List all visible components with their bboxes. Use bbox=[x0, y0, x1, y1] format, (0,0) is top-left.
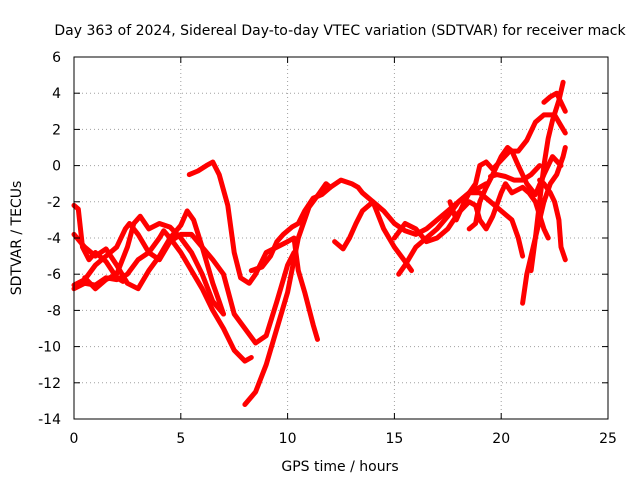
series-arc10 bbox=[396, 190, 526, 277]
series-arc5 bbox=[82, 213, 226, 317]
series-arc11 bbox=[391, 181, 551, 245]
x-tick-label: 25 bbox=[599, 431, 617, 447]
series-arc6 bbox=[186, 159, 320, 342]
y-tick-label: -4 bbox=[47, 231, 61, 247]
y-tick-label: -2 bbox=[47, 195, 61, 211]
y-tick-label: -8 bbox=[47, 303, 61, 319]
series-arc14 bbox=[520, 145, 568, 306]
y-tick-label: -14 bbox=[38, 412, 61, 428]
series-arc3 bbox=[71, 221, 297, 346]
series-arc16 bbox=[537, 177, 568, 263]
data-series-layer bbox=[71, 79, 568, 407]
series-arc9 bbox=[332, 181, 489, 252]
x-tick-label: 10 bbox=[279, 431, 297, 447]
x-tick-label: 15 bbox=[385, 431, 403, 447]
series-arc18 bbox=[541, 90, 568, 114]
y-tick-label: 2 bbox=[52, 122, 61, 138]
y-tick-label: 0 bbox=[52, 159, 61, 175]
x-tick-label: 0 bbox=[70, 431, 79, 447]
grid-lines bbox=[74, 57, 608, 419]
y-axis-label: SDTVAR / TECUs bbox=[9, 181, 25, 296]
x-tick-label: 5 bbox=[176, 431, 185, 447]
series-arc17 bbox=[488, 163, 543, 183]
y-tick-label: -12 bbox=[38, 376, 61, 392]
y-tick-label: -6 bbox=[47, 267, 61, 283]
series-arc15 bbox=[528, 79, 566, 274]
x-tick-label: 20 bbox=[492, 431, 510, 447]
chart-title: Day 363 of 2024, Sidereal Day-to-day VTE… bbox=[54, 23, 626, 39]
x-axis-label: GPS time / hours bbox=[281, 459, 398, 475]
series-arc8 bbox=[248, 184, 333, 274]
y-tick-label: 6 bbox=[52, 50, 61, 66]
y-axis-ticks: -14 -12 -10 -8 -6 -4 -2 0 2 4 6 bbox=[38, 50, 608, 428]
y-tick-label: -10 bbox=[38, 340, 61, 356]
y-tick-label: 4 bbox=[52, 86, 61, 102]
x-axis-ticks: 0 5 10 15 20 25 bbox=[70, 57, 617, 447]
